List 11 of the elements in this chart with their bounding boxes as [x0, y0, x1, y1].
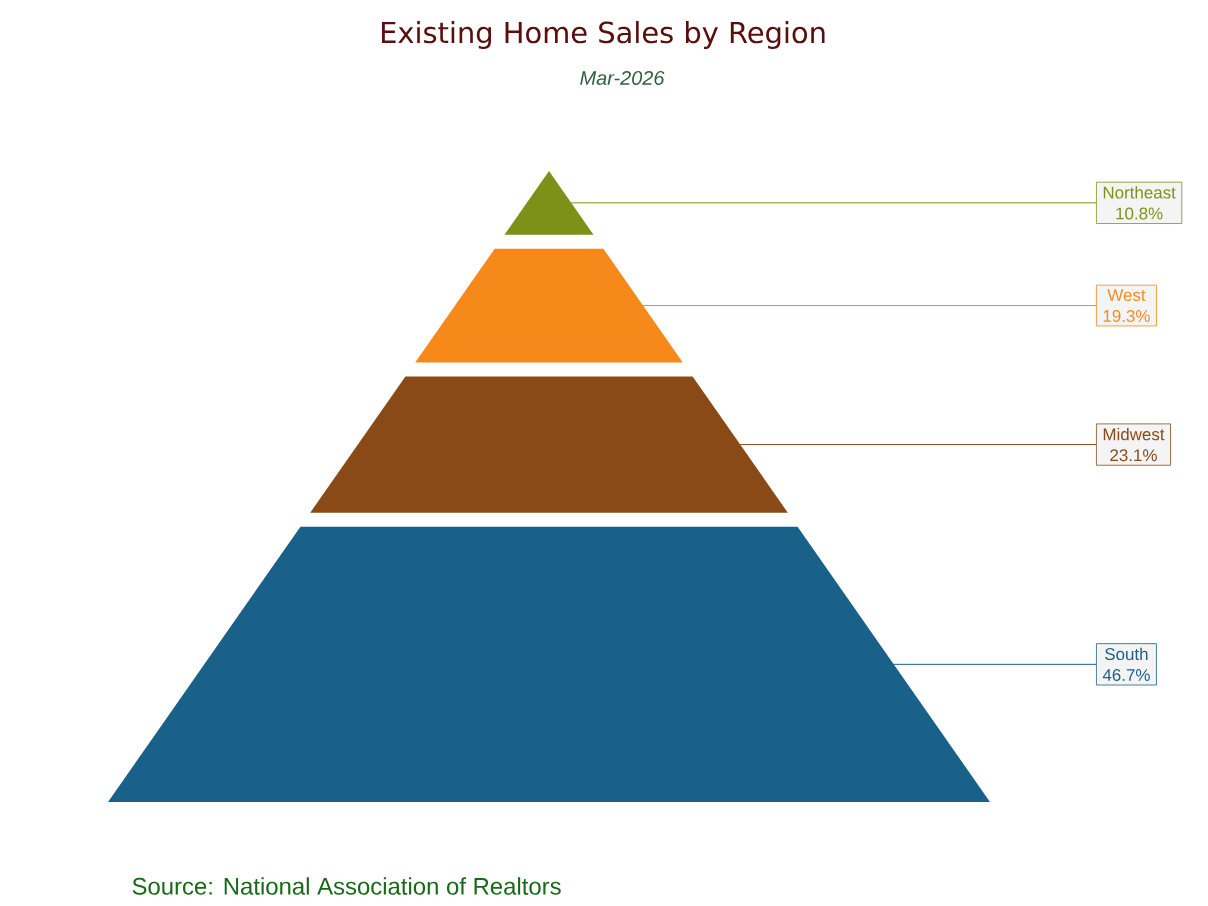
data-label: 10.8% — [1116, 207, 1163, 220]
data-label: 19.3% — [1103, 309, 1150, 322]
text: Existing Home Sales by Region — [381, 21, 825, 49]
category-label: Northeast — [1103, 186, 1176, 199]
category-label: Midwest — [1103, 427, 1165, 441]
category-label: West — [1107, 289, 1146, 302]
category-label: South — [1105, 647, 1148, 661]
text: Mar-2026 — [580, 70, 665, 86]
data-label: 46.7% — [1102, 669, 1150, 682]
source-note: Source: National Association of Realtors — [132, 877, 561, 895]
data-label: 23.1% — [1110, 449, 1157, 462]
